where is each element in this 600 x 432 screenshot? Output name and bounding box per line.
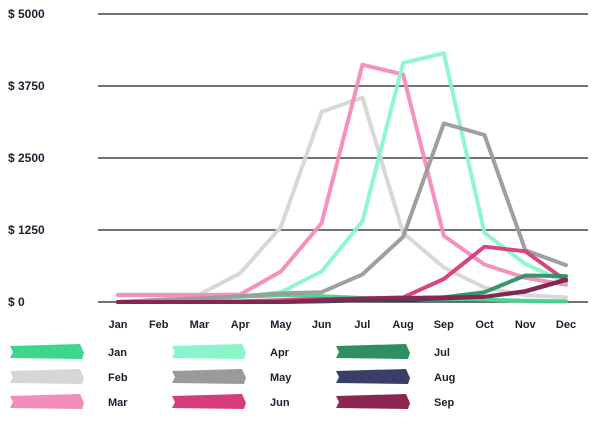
- legend-item-jun: Jun: [172, 394, 290, 409]
- legend-item-sep: Sep: [336, 394, 454, 409]
- legend-label: Apr: [270, 347, 290, 359]
- legend-label: Aug: [434, 372, 455, 384]
- x-tick-nov: Nov: [515, 319, 537, 331]
- legend-item-apr: Apr: [172, 344, 290, 359]
- y-axis: $ 0 $ 1250 $ 2500 $ 3750 $ 5000: [8, 7, 45, 309]
- legend-swatch: [336, 344, 410, 359]
- y-tick-label: $ 3750: [8, 79, 45, 93]
- legend-label: May: [270, 372, 292, 384]
- x-tick-jun: Jun: [312, 319, 332, 331]
- x-tick-may: May: [270, 319, 292, 331]
- x-tick-aug: Aug: [392, 319, 413, 331]
- legend-swatch: [10, 394, 84, 409]
- legend-swatch: [172, 394, 246, 409]
- legend-swatch: [172, 344, 246, 359]
- legend-swatch: [336, 394, 410, 409]
- x-tick-jan: Jan: [109, 319, 128, 331]
- y-tick-label: $ 5000: [8, 7, 45, 21]
- series-line-mar: [116, 62, 568, 298]
- legend-label: Feb: [108, 372, 128, 384]
- x-tick-sep: Sep: [434, 319, 454, 331]
- x-tick-dec: Dec: [556, 319, 576, 331]
- x-axis: Jan Feb Mar Apr May Jun Jul Aug Sep Oct Nov Dec: [109, 319, 577, 331]
- y-tick-label: $ 0: [8, 295, 25, 309]
- legend-swatch: [10, 344, 84, 359]
- legend-label: Mar: [108, 397, 128, 409]
- x-tick-feb: Feb: [149, 319, 169, 331]
- y-tick-label: $ 2500: [8, 151, 45, 165]
- x-tick-apr: Apr: [231, 319, 251, 331]
- x-tick-oct: Oct: [475, 319, 494, 331]
- series-line-may: [116, 121, 568, 304]
- legend-item-mar: Mar: [10, 394, 128, 409]
- x-tick-mar: Mar: [190, 319, 210, 331]
- legend-item-feb: Feb: [10, 369, 128, 384]
- legend-swatch: [336, 369, 410, 384]
- y-tick-label: $ 1250: [8, 223, 45, 237]
- legend-item-jan: Jan: [10, 344, 127, 359]
- legend: Jan Feb Mar Apr May Jun Jul Aug Sep: [10, 344, 455, 409]
- legend-label: Sep: [434, 397, 454, 409]
- legend-item-may: May: [172, 369, 292, 384]
- legend-label: Jul: [434, 347, 450, 359]
- legend-swatch: [172, 369, 246, 384]
- grid-layer: [98, 13, 588, 303]
- series-layer: [116, 51, 568, 304]
- series-line-sep: [116, 277, 568, 304]
- legend-label: Jan: [108, 347, 127, 359]
- x-tick-jul: Jul: [354, 319, 370, 331]
- legend-item-jul: Jul: [336, 344, 450, 359]
- legend-item-aug: Aug: [336, 369, 455, 384]
- legend-swatch: [10, 369, 84, 384]
- legend-label: Jun: [270, 397, 290, 409]
